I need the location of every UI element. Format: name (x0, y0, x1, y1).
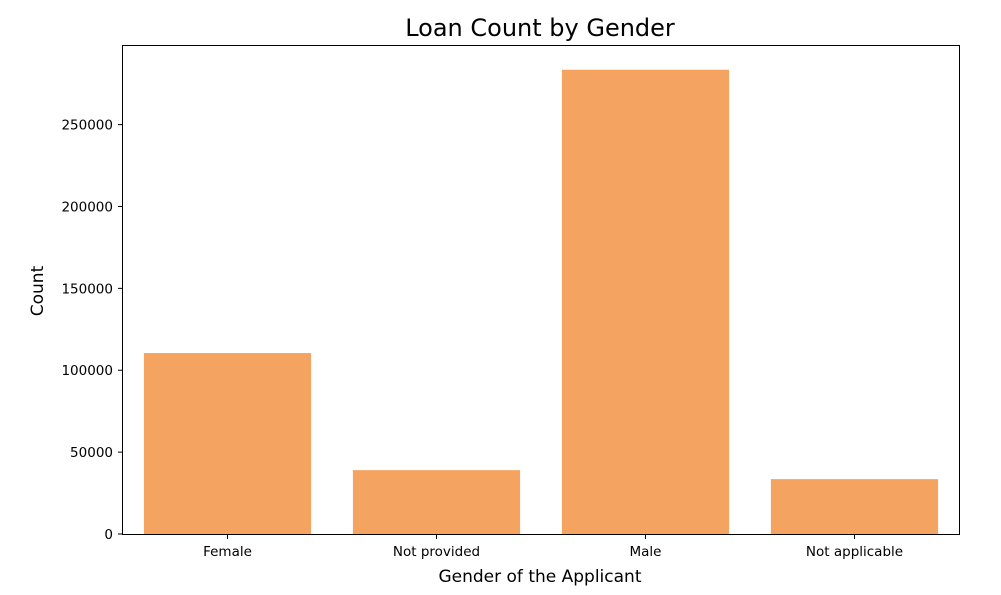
x-tick-label: Not provided (393, 544, 480, 560)
bars (143, 69, 939, 535)
x-tick-label: Female (203, 544, 252, 560)
y-tick-label: 0 (104, 527, 113, 543)
x-tick-label: Male (630, 544, 662, 560)
y-tick-label: 50000 (70, 445, 113, 461)
y-axis-label: Count (28, 265, 48, 316)
bar-female (143, 353, 312, 534)
y-tick-label: 100000 (61, 363, 113, 379)
y-tick-label: 150000 (61, 281, 113, 297)
bar-male (561, 69, 730, 535)
bar-not-provided (352, 470, 521, 534)
x-tick-label: Not applicable (806, 544, 903, 560)
bar-not-applicable (770, 479, 939, 534)
y-tick-label: 200000 (61, 199, 113, 215)
y-tick-label: 250000 (61, 118, 113, 134)
x-axis-label: Gender of the Applicant (438, 567, 641, 587)
x-axis-ticks: Female Not provided Male Not applicable (203, 534, 903, 560)
plot-area-frame (122, 45, 960, 535)
y-axis-ticks: 0 50000 100000 150000 200000 250000 (61, 118, 123, 543)
chart-title: Loan Count by Gender (405, 14, 675, 42)
